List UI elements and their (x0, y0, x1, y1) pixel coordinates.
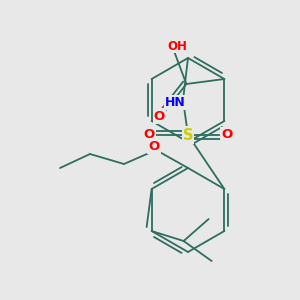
Text: O: O (148, 140, 160, 152)
Text: O: O (143, 128, 155, 142)
Text: O: O (154, 110, 165, 122)
Text: HN: HN (165, 95, 185, 109)
Text: O: O (221, 128, 233, 142)
Text: S: S (183, 128, 193, 142)
Text: OH: OH (167, 40, 187, 52)
